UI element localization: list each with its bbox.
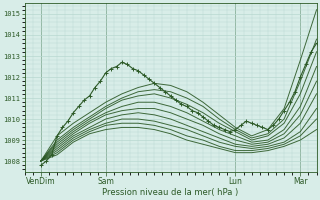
X-axis label: Pression niveau de la mer( hPa ): Pression niveau de la mer( hPa ): [102, 188, 239, 197]
